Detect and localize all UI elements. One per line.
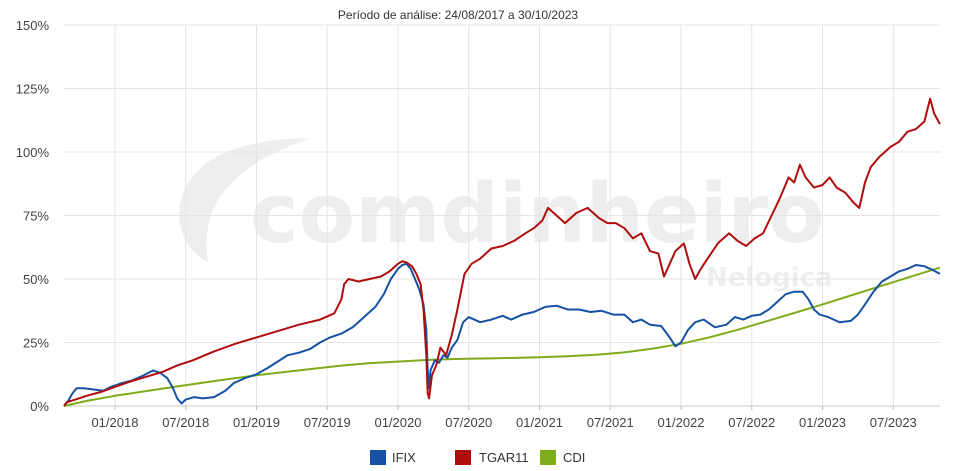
watermark-sub: Nelogica [706, 263, 833, 293]
legend[interactable]: IFIX TGAR11 CDI [370, 450, 585, 465]
y-tick-label: 75% [23, 209, 49, 224]
grid [64, 24, 940, 407]
x-tick-label: 01/2022 [658, 415, 705, 430]
chart-title: Período de análise: 24/08/2017 a 30/10/2… [338, 8, 579, 22]
legend-swatch [455, 450, 471, 465]
x-tick-label: 07/2019 [304, 415, 351, 430]
watermark: comdinheiro Nelogica [179, 138, 833, 293]
series [63, 97, 941, 407]
legend-label: TGAR11 [479, 450, 529, 465]
legend-item-cdi[interactable]: CDI [540, 450, 585, 465]
x-tick-label: 07/2022 [728, 415, 775, 430]
axes: 0% 25% 50% 75% 100% 125% 150% 01/2018 07/2018 01/… [16, 18, 940, 430]
x-tick-label: 01/2023 [799, 415, 846, 430]
legend-item-ifix[interactable]: IFIX [370, 450, 416, 465]
x-tick-label: 07/2018 [162, 415, 209, 430]
series-line-tgar11[interactable] [63, 97, 941, 407]
y-tick-label: 100% [16, 145, 50, 160]
x-tick-label: 07/2021 [587, 415, 634, 430]
legend-label: IFIX [392, 450, 416, 465]
y-tick-label: 125% [16, 82, 50, 97]
x-tick-label: 01/2019 [233, 415, 280, 430]
series-line-cdi[interactable] [63, 266, 941, 407]
watermark-brand: comdinheiro [250, 167, 824, 262]
x-tick-label: 07/2023 [870, 415, 917, 430]
legend-item-tgar11[interactable]: TGAR11 [455, 450, 529, 465]
y-tick-label: 0% [30, 399, 49, 414]
x-tick-label: 01/2018 [91, 415, 138, 430]
legend-label: CDI [563, 450, 585, 465]
legend-swatch [370, 450, 386, 465]
y-tick-label: 25% [23, 336, 49, 351]
x-tick-label: 01/2021 [516, 415, 563, 430]
x-tick-label: 01/2020 [374, 415, 421, 430]
y-tick-label: 50% [23, 272, 49, 287]
y-tick-label: 150% [16, 18, 50, 33]
watermark-swoosh-icon [179, 138, 310, 262]
series-line-ifix[interactable] [63, 262, 941, 407]
x-tick-label: 07/2020 [445, 415, 492, 430]
legend-swatch [540, 450, 556, 465]
